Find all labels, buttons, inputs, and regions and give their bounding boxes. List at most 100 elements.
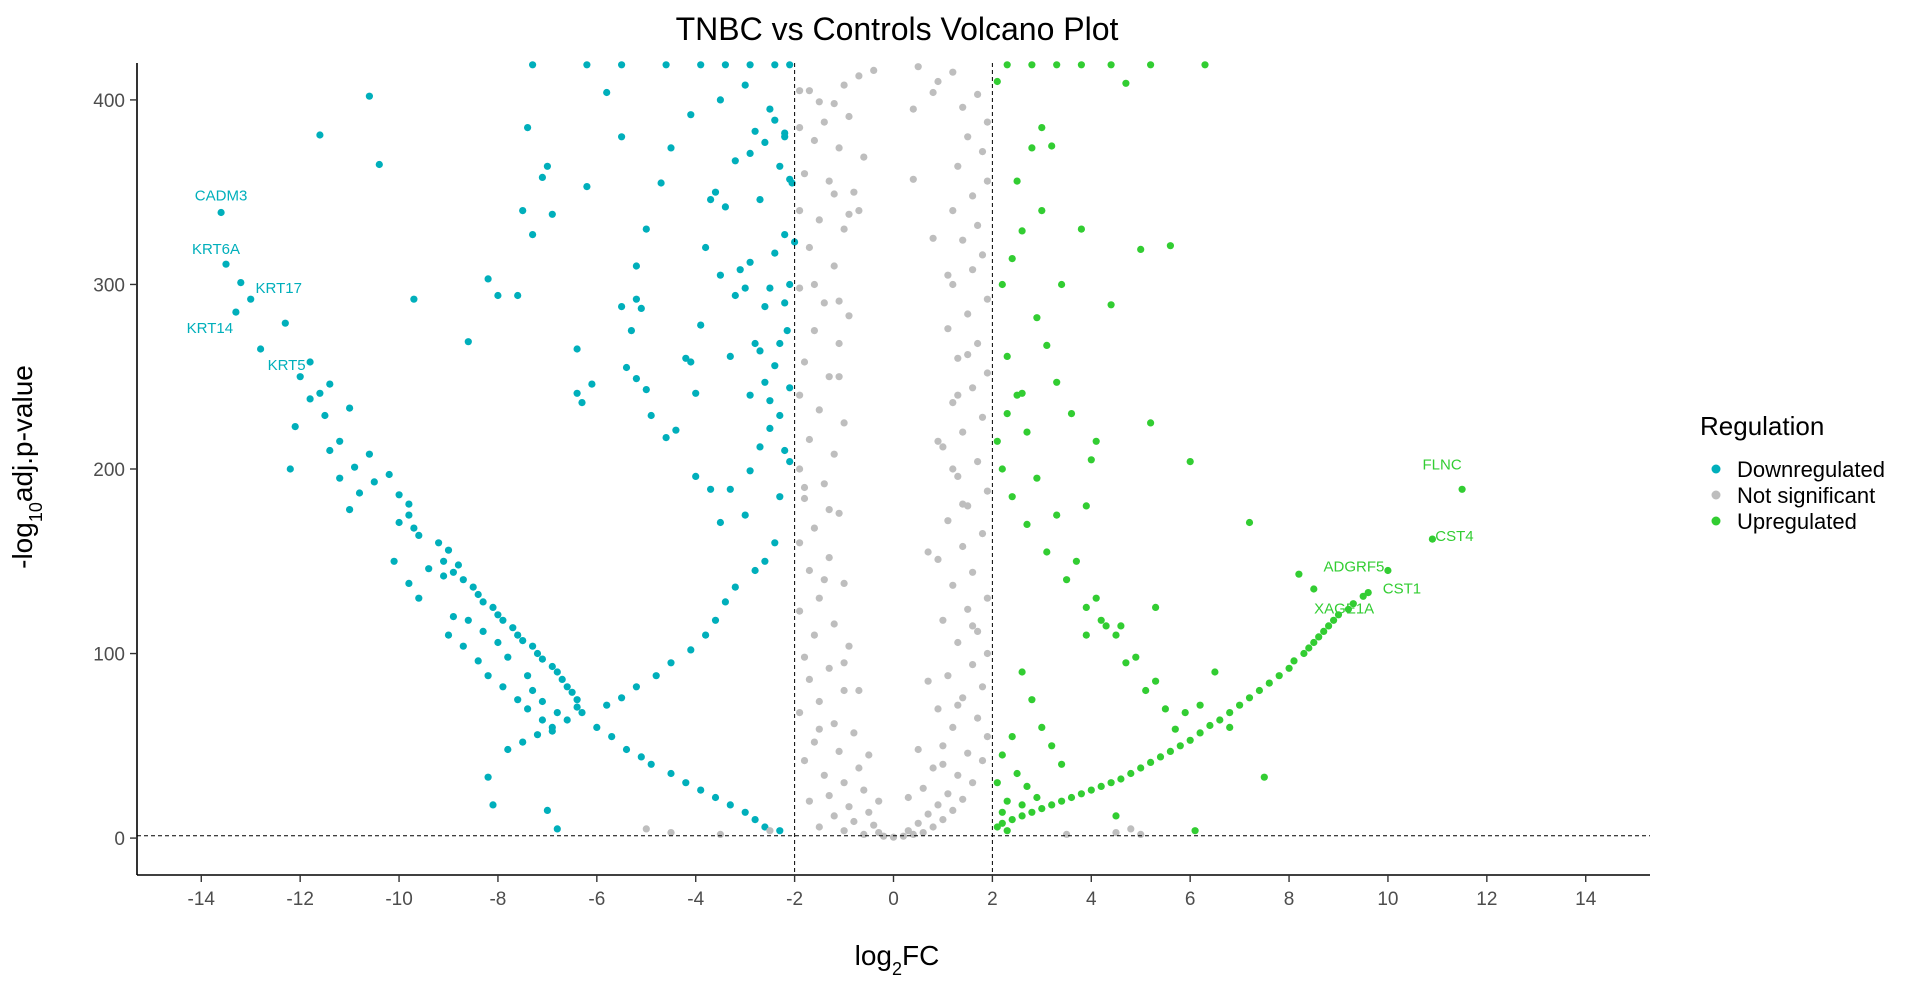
point-downregulated-163 <box>741 81 749 89</box>
legend: Regulation Downregulated Not significant… <box>1700 411 1885 534</box>
point-upregulated-62 <box>1008 493 1016 501</box>
point-upregulated-56 <box>1122 659 1130 667</box>
point-downregulated-117 <box>672 426 680 434</box>
point-downregulated-107 <box>603 88 611 97</box>
point-not-significant-167 <box>969 622 977 630</box>
point-upregulated-94 <box>1147 419 1155 427</box>
point-not-significant-108 <box>969 568 977 576</box>
point-downregulated-124 <box>716 518 725 527</box>
axes: -14 -12 -10 -8 -6 -4 -2 0 2 4 6 8 10 12 14 0 100 200 300 40… <box>93 63 1650 910</box>
point-downregulated-137 <box>731 583 739 591</box>
y-tick-label-100: 100 <box>93 645 125 666</box>
series-upregulated <box>993 61 1466 835</box>
point-downregulated-194 <box>766 397 774 405</box>
point-downregulated-101 <box>538 173 547 181</box>
point-not-significant-142 <box>934 77 942 86</box>
point-downregulated-142 <box>667 659 675 667</box>
y-tick-label-300: 300 <box>93 275 125 296</box>
point-upregulated-16 <box>1285 664 1293 672</box>
point-downregulated-92 <box>410 295 418 303</box>
point-downregulated-36 <box>459 576 467 584</box>
point-downregulated-61 <box>504 745 512 754</box>
point-upregulated-115 <box>1097 616 1105 624</box>
point-downregulated-40 <box>489 603 497 612</box>
point-not-significant-121 <box>969 384 977 392</box>
point-downregulated-214 <box>746 61 754 69</box>
point-upregulated-34 <box>1107 779 1115 787</box>
point-downregulated-158 <box>751 816 759 824</box>
point-upregulated-32 <box>1127 769 1135 778</box>
x-tick-label-14: 14 <box>1575 889 1597 910</box>
point-upregulated-89 <box>1137 245 1145 253</box>
point-upregulated-84 <box>1033 793 1041 802</box>
point-not-significant-131 <box>959 236 967 244</box>
legend-entry-downregulated: Downregulated <box>1711 457 1885 482</box>
point-downregulated-53 <box>568 688 576 696</box>
points-layer <box>217 61 1466 841</box>
point-not-significant-161 <box>820 576 828 584</box>
point-upregulated-103 <box>1033 314 1041 322</box>
point-downregulated-75 <box>529 686 537 695</box>
point-upregulated-130 <box>1122 79 1130 87</box>
point-downregulated-90 <box>316 131 324 139</box>
y-axis-title-pre: -log <box>7 522 38 569</box>
point-downregulated-37 <box>469 583 477 591</box>
point-not-significant-81 <box>924 810 932 818</box>
point-not-significant-181 <box>1112 829 1120 837</box>
point-downregulated-95 <box>484 275 492 283</box>
x-tick-label-8: 8 <box>1284 889 1295 910</box>
point-downregulated-162 <box>716 96 725 104</box>
point-downregulated-22 <box>336 474 344 482</box>
point-not-significant-122 <box>983 369 992 377</box>
point-downregulated-184 <box>781 299 789 307</box>
point-not-significant-57 <box>855 764 863 772</box>
point-downregulated-134 <box>771 539 779 547</box>
point-not-significant-110 <box>959 542 967 551</box>
point-not-significant-103 <box>974 627 982 636</box>
point-upregulated-50 <box>1260 773 1268 781</box>
point-not-significant-174 <box>904 793 912 802</box>
gene-label-adgrf5: ADGRF5 <box>1324 559 1385 576</box>
point-upregulated-102 <box>998 280 1006 289</box>
point-upregulated-51 <box>1211 668 1219 676</box>
point-upregulated-95 <box>1048 142 1056 150</box>
point-downregulated-82 <box>499 683 507 691</box>
point-not-significant-105 <box>964 605 972 613</box>
point-upregulated-59 <box>1063 576 1071 584</box>
point-downregulated-156 <box>726 801 734 809</box>
y-axis-title-rest: adj.p-value <box>7 365 38 502</box>
point-downregulated-141 <box>687 646 695 654</box>
point-downregulated-105 <box>588 380 596 388</box>
point-upregulated-69 <box>1053 511 1061 519</box>
point-downregulated-33 <box>440 557 448 565</box>
point-downregulated-164 <box>766 105 774 113</box>
point-downregulated-144 <box>632 683 641 691</box>
point-not-significant-154 <box>929 234 937 242</box>
point-not-significant-160 <box>840 659 848 667</box>
point-not-significant-5 <box>870 66 878 74</box>
point-not-significant-99 <box>944 672 952 680</box>
point-upregulated-31 <box>1137 764 1145 772</box>
point-upregulated-74 <box>1152 677 1160 685</box>
point-not-significant-3 <box>840 81 848 89</box>
point-not-significant-148 <box>835 297 843 305</box>
gene-label-krt14: KRT14 <box>187 320 233 337</box>
point-not-significant-128 <box>949 280 957 289</box>
point-downregulated-96 <box>514 291 522 300</box>
point-downregulated-209 <box>583 61 591 69</box>
point-downregulated-49 <box>548 662 556 671</box>
point-downregulated-127 <box>746 467 754 475</box>
point-upregulated-125 <box>1053 61 1061 69</box>
point-upregulated-3 <box>1364 589 1372 597</box>
point-upregulated-53 <box>1171 725 1179 733</box>
point-downregulated-118 <box>687 358 695 366</box>
point-downregulated-165 <box>771 116 779 124</box>
point-downregulated-168 <box>761 138 769 146</box>
point-upregulated-20 <box>1245 694 1254 702</box>
point-not-significant-170 <box>964 351 972 359</box>
point-downregulated-100 <box>529 231 537 239</box>
point-downregulated-173 <box>707 196 715 204</box>
point-not-significant-80 <box>939 816 947 824</box>
point-downregulated-213 <box>721 61 730 69</box>
